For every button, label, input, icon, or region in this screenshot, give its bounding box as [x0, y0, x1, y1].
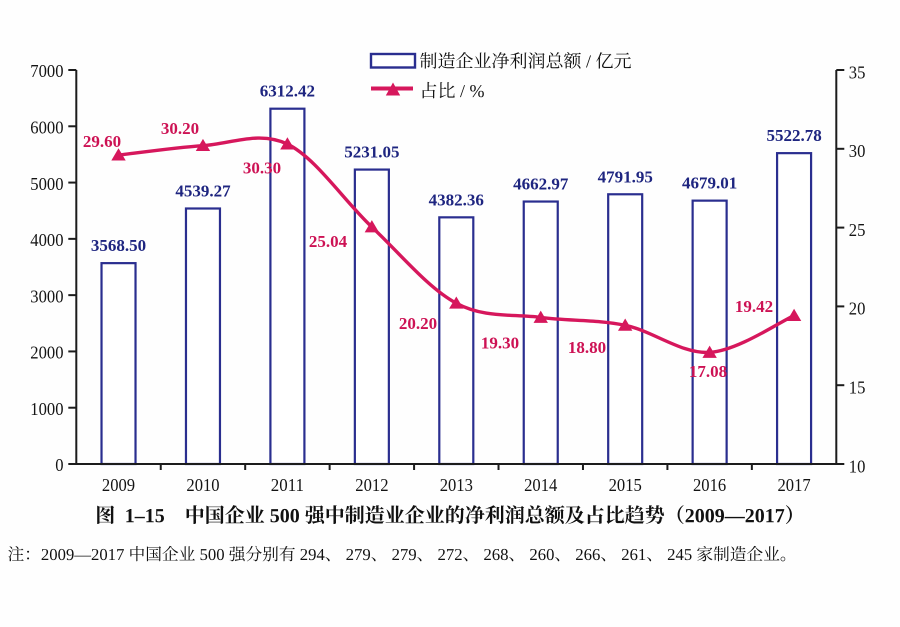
svg-text:10: 10 — [849, 456, 866, 476]
svg-text:2010: 2010 — [186, 475, 219, 495]
svg-text:6000: 6000 — [30, 117, 63, 137]
svg-text:25: 25 — [849, 220, 866, 240]
svg-text:4662.97: 4662.97 — [513, 175, 569, 194]
svg-text:17.08: 17.08 — [689, 362, 727, 381]
svg-text:2013: 2013 — [440, 475, 473, 495]
svg-text:2016: 2016 — [693, 475, 726, 495]
svg-text:6312.42: 6312.42 — [260, 82, 315, 101]
svg-text:2000: 2000 — [30, 343, 63, 363]
svg-text:2012: 2012 — [355, 475, 388, 495]
svg-text:29.60: 29.60 — [83, 132, 121, 151]
svg-text:2015: 2015 — [609, 475, 642, 495]
svg-text:20: 20 — [849, 299, 866, 319]
svg-text:4791.95: 4791.95 — [598, 167, 653, 186]
svg-text:30: 30 — [849, 141, 866, 161]
svg-text:3000: 3000 — [30, 286, 63, 306]
svg-text:2014: 2014 — [524, 475, 557, 495]
svg-text:4382.36: 4382.36 — [429, 190, 484, 209]
svg-text:20.20: 20.20 — [399, 314, 437, 333]
svg-text:2011: 2011 — [271, 475, 304, 495]
svg-text:4539.27: 4539.27 — [175, 182, 231, 201]
svg-text:5000: 5000 — [30, 174, 63, 194]
svg-text:2009: 2009 — [102, 475, 135, 495]
svg-text:5231.05: 5231.05 — [344, 143, 399, 162]
svg-text:30.20: 30.20 — [161, 119, 199, 138]
svg-text:3568.50: 3568.50 — [91, 236, 146, 255]
svg-text:0: 0 — [55, 455, 63, 475]
svg-text:25.04: 25.04 — [309, 232, 348, 251]
svg-text:4000: 4000 — [30, 230, 63, 250]
svg-text:5522.78: 5522.78 — [766, 126, 821, 145]
svg-text:7000: 7000 — [30, 61, 63, 81]
svg-text:15: 15 — [849, 378, 866, 398]
svg-text:30.30: 30.30 — [243, 159, 281, 178]
svg-text:35: 35 — [849, 62, 866, 82]
svg-text:1000: 1000 — [30, 399, 63, 419]
svg-text:18.80: 18.80 — [568, 338, 606, 357]
svg-text:19.42: 19.42 — [735, 297, 773, 316]
svg-text:2017: 2017 — [778, 475, 811, 495]
svg-text:19.30: 19.30 — [481, 334, 519, 353]
svg-text:4679.01: 4679.01 — [682, 174, 737, 193]
